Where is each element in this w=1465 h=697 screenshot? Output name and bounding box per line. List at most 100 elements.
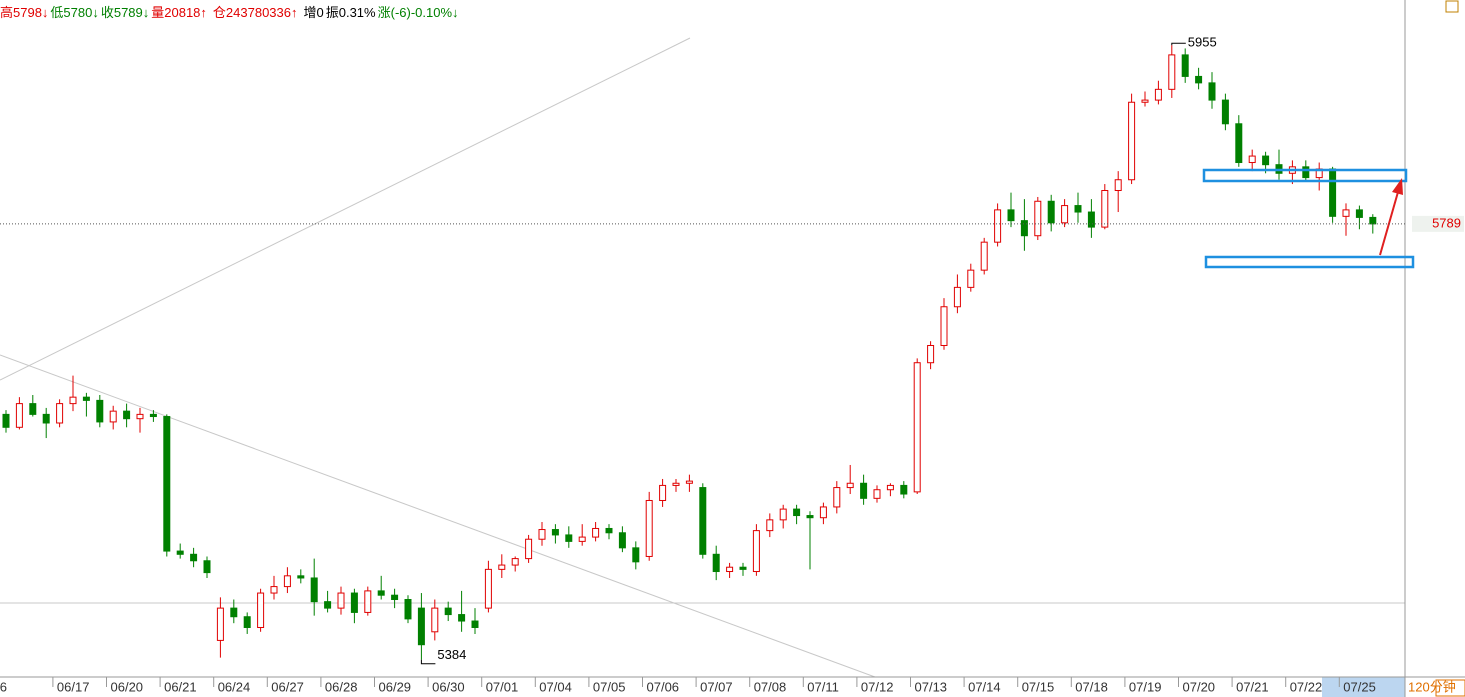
- candle-body: [1302, 166, 1310, 179]
- candle-body: [29, 403, 37, 415]
- candle-body: [404, 599, 412, 620]
- candle-body: [953, 286, 961, 308]
- candle-body: [1154, 88, 1162, 101]
- candle-body: [431, 607, 439, 633]
- candle-body: [1168, 54, 1176, 90]
- candle-body: [190, 553, 198, 562]
- candle-body: [243, 616, 251, 628]
- candle-body: [176, 550, 184, 555]
- candle-body: [417, 607, 425, 646]
- candle-body: [900, 484, 908, 495]
- candle-body: [538, 529, 546, 540]
- candle-body: [578, 536, 586, 542]
- min-label: 5384: [437, 647, 466, 662]
- x-tick-label: 07/11: [807, 679, 839, 694]
- candle-body: [42, 413, 50, 424]
- candle-body: [1020, 220, 1028, 237]
- date-highlight: [1322, 677, 1405, 697]
- x-tick-label: 07/19: [1129, 679, 1162, 694]
- candle-body: [1128, 101, 1136, 181]
- x-tick-label: 06/29: [379, 679, 412, 694]
- candle-body: [283, 575, 291, 588]
- x-tick-label: 07/04: [539, 679, 572, 694]
- x-tick-label: 07/05: [593, 679, 626, 694]
- candle-body: [940, 306, 948, 346]
- candle-body: [350, 592, 358, 613]
- candle-body: [337, 592, 345, 609]
- x-tick-label: 06/30: [432, 679, 465, 694]
- candle-body: [726, 566, 734, 573]
- candle-body: [699, 487, 707, 555]
- info-item: 仓243780336↑: [212, 5, 298, 20]
- candle-body: [927, 344, 935, 364]
- highlight-box: [1204, 255, 1415, 269]
- arrow-head: [1392, 178, 1403, 195]
- candle-body: [1087, 211, 1095, 228]
- candle-body: [605, 527, 613, 534]
- candle-body: [752, 530, 760, 573]
- candle-body: [511, 558, 519, 566]
- candle-body: [779, 508, 787, 521]
- candle-body: [618, 532, 626, 549]
- candle-body: [1369, 216, 1377, 225]
- candle-body: [672, 482, 680, 486]
- candle-body: [444, 607, 452, 616]
- candle-body: [967, 269, 975, 288]
- info-bar: 高5798↓ 低5780↓ 收5789↓ 量20818↑ 仓243780336↑ 增0 振0…: [0, 2, 461, 21]
- info-item: 增0: [303, 5, 324, 20]
- candle-body: [712, 553, 720, 573]
- candle-body: [257, 592, 265, 628]
- x-tick-label: 06/21: [164, 679, 197, 694]
- candle-body: [230, 607, 238, 618]
- candle-body: [216, 607, 224, 641]
- highlight-box: [1202, 168, 1408, 183]
- candle-body: [833, 487, 841, 508]
- candle-body: [873, 489, 881, 499]
- candle-body: [96, 399, 104, 423]
- x-tick-label: 07/12: [861, 679, 894, 694]
- x-tick-label: 07/08: [754, 679, 787, 694]
- candle-body: [163, 416, 171, 552]
- candle-body: [324, 601, 332, 609]
- candle-body: [659, 484, 667, 501]
- candle-body: [1195, 75, 1203, 84]
- candle-body: [1007, 209, 1015, 222]
- x-tick-label: 07/22: [1290, 679, 1323, 694]
- candle-body: [1208, 82, 1216, 101]
- x-tick-label: 06/17: [57, 679, 90, 694]
- candle-body: [1141, 99, 1149, 103]
- candle-body: [1262, 155, 1270, 166]
- x-tick-label: 07/20: [1183, 679, 1216, 694]
- candle-body: [592, 527, 600, 538]
- x-tick-label: 07/06: [647, 679, 680, 694]
- candle-body: [69, 396, 77, 405]
- candle-body: [364, 590, 372, 613]
- candle-body: [136, 413, 144, 420]
- x-tick-label: 06/24: [218, 679, 251, 694]
- candle-body: [1355, 209, 1363, 218]
- candle-body: [1235, 123, 1243, 164]
- candle-body: [1114, 179, 1122, 192]
- last-price-label: 5789: [1432, 215, 1461, 230]
- candle-body: [1329, 168, 1337, 217]
- x-tick-label: 07/21: [1236, 679, 1269, 694]
- candle-body: [1342, 209, 1350, 217]
- candle-body: [1248, 155, 1256, 164]
- candle-body: [565, 534, 573, 542]
- candle-body: [846, 482, 854, 489]
- candle-body: [913, 362, 921, 493]
- candle-body: [310, 577, 318, 603]
- candle-body: [1101, 190, 1109, 228]
- candles: [2, 45, 1377, 660]
- candle-body: [377, 590, 385, 596]
- candle-body: [484, 568, 492, 609]
- candle-body: [1034, 200, 1042, 237]
- candle-body: [297, 575, 305, 579]
- x-tick-label: 06/28: [325, 679, 358, 694]
- info-item: 振0.31%: [325, 5, 376, 20]
- corner-icon[interactable]: [1445, 0, 1459, 13]
- candle-body: [123, 410, 131, 420]
- candle-body: [632, 547, 640, 563]
- candle-body: [525, 538, 533, 560]
